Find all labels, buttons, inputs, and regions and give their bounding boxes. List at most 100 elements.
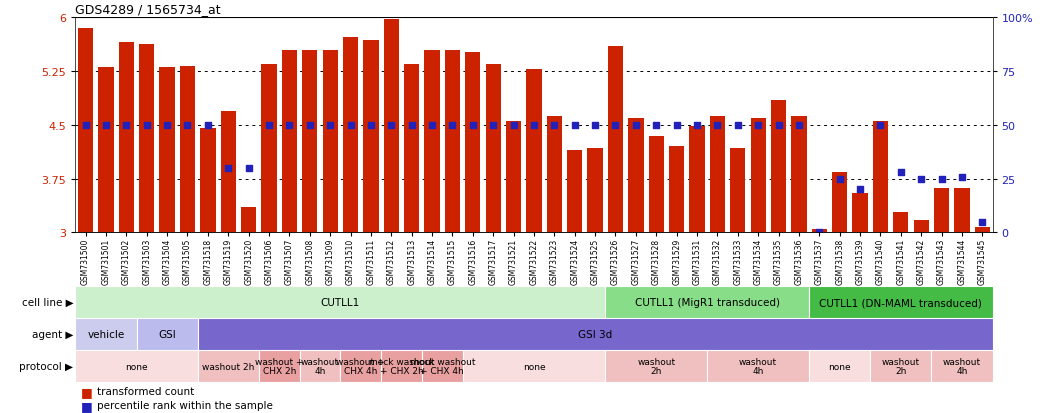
Bar [587,148,603,233]
Bar [809,287,993,318]
Bar [299,350,340,382]
Point [709,122,726,129]
Bar [689,127,705,233]
Point [321,122,338,129]
Bar [792,117,806,233]
Point [261,122,277,129]
Point [750,122,766,129]
Bar [159,68,175,233]
Bar [809,350,870,382]
Bar [422,350,463,382]
Bar [383,19,399,233]
Bar [342,38,358,233]
Text: mock washout
+ CHX 4h: mock washout + CHX 4h [409,357,475,375]
Bar [465,52,481,233]
Bar [932,350,993,382]
Point [954,174,971,180]
Text: agent ▶: agent ▶ [31,329,73,339]
Point [200,122,217,129]
Point [281,122,297,129]
Bar [381,350,422,382]
Bar [198,318,993,350]
Point [403,122,420,129]
Point [179,122,196,129]
Text: GSI 3d: GSI 3d [578,329,612,339]
Point [892,169,909,176]
Point [974,219,990,225]
Point [831,176,848,183]
Point [506,122,522,129]
Bar [914,220,929,233]
Point [586,122,603,129]
Point [444,122,461,129]
Bar [221,111,236,233]
Text: CUTLL1 (MigR1 transduced): CUTLL1 (MigR1 transduced) [634,297,780,308]
Point [811,230,828,236]
Bar [77,29,93,233]
Point [465,122,482,129]
Point [872,122,889,129]
Bar [811,229,827,233]
Point [97,122,114,129]
Point [302,122,318,129]
Bar [893,213,909,233]
Bar [75,287,605,318]
Text: washout 2h: washout 2h [202,362,254,370]
Text: none: none [828,362,851,370]
Bar [259,350,299,382]
Point [730,122,747,129]
Text: ■: ■ [81,385,92,398]
Point [627,122,644,129]
Bar [463,350,605,382]
Bar [118,43,134,233]
Point [913,176,930,183]
Bar [424,50,440,233]
Point [771,122,787,129]
Bar [605,287,809,318]
Bar [648,136,664,233]
Text: none: none [126,362,148,370]
Bar [282,50,297,233]
Text: vehicle: vehicle [87,329,125,339]
Bar [870,350,932,382]
Text: percentile rank within the sample: percentile rank within the sample [97,400,273,410]
Bar [363,41,379,233]
Bar [605,350,707,382]
Bar [771,100,786,233]
Point [383,122,400,129]
Bar [934,189,950,233]
Point [77,122,94,129]
Bar [322,50,338,233]
Point [648,122,665,129]
Text: washout
2h: washout 2h [638,357,675,375]
Bar [506,122,521,233]
Point [485,122,502,129]
Bar [98,68,113,233]
Bar [873,122,888,233]
Bar [527,70,541,233]
Bar [547,117,562,233]
Point [240,165,257,172]
Point [566,122,583,129]
Bar [75,350,198,382]
Point [689,122,706,129]
Bar [751,119,765,233]
Bar [567,151,582,233]
Text: washout
4h: washout 4h [943,357,981,375]
Bar [303,50,317,233]
Bar [707,350,809,382]
Text: washout
2h: washout 2h [882,357,920,375]
Point [851,187,868,193]
Bar [954,189,970,233]
Text: none: none [522,362,545,370]
Bar [975,227,990,233]
Bar [608,47,623,233]
Bar [75,318,136,350]
Bar [241,208,257,233]
Point [362,122,379,129]
Point [342,122,359,129]
Point [138,122,155,129]
Text: mock washout
+ CHX 2h: mock washout + CHX 2h [369,357,435,375]
Bar [669,147,685,233]
Bar [730,148,745,233]
